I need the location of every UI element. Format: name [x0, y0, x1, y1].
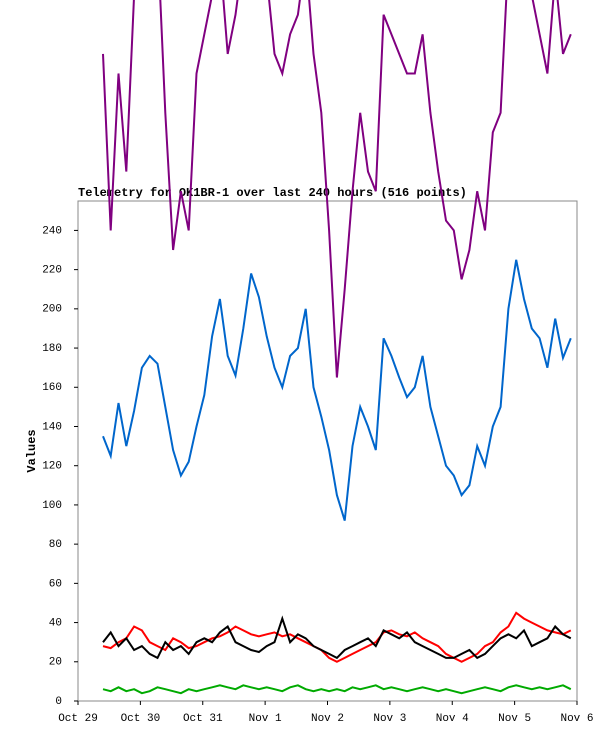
y-tick-label: 0 — [55, 696, 62, 708]
x-tick-label: Oct 31 — [183, 713, 223, 725]
y-tick-label: 140 — [42, 421, 62, 433]
series-line — [102, 684, 572, 695]
plot-frame — [77, 200, 578, 702]
x-tick-label: Nov 4 — [436, 713, 469, 725]
chart-title: Telemetry for OK1BR-1 over last 240 hour… — [78, 186, 467, 200]
y-tick-label: 240 — [42, 225, 62, 237]
y-tick-label: 120 — [42, 461, 62, 473]
y-tick-label: 20 — [49, 657, 62, 669]
x-tick-label: Nov 1 — [249, 713, 282, 725]
y-tick-label: 100 — [42, 500, 62, 512]
y-tick-label: 80 — [49, 539, 62, 551]
x-tick-label: Nov 6 — [560, 713, 593, 725]
y-axis-label: Values — [25, 429, 39, 472]
x-tick-label: Nov 5 — [498, 713, 531, 725]
series-line — [102, 259, 572, 521]
series-line — [102, 615, 572, 660]
y-tick-label: 180 — [42, 343, 62, 355]
x-tick-label: Nov 3 — [373, 713, 406, 725]
y-tick-label: 160 — [42, 382, 62, 394]
x-tick-label: Oct 29 — [58, 713, 98, 725]
y-tick-label: 200 — [42, 304, 62, 316]
y-tick-label: 40 — [49, 617, 62, 629]
series-line — [102, 611, 572, 663]
x-tick-label: Nov 2 — [311, 713, 344, 725]
series-line — [102, 0, 572, 378]
y-tick-label: 60 — [49, 578, 62, 590]
y-tick-label: 220 — [42, 265, 62, 277]
x-tick-label: Oct 30 — [121, 713, 161, 725]
